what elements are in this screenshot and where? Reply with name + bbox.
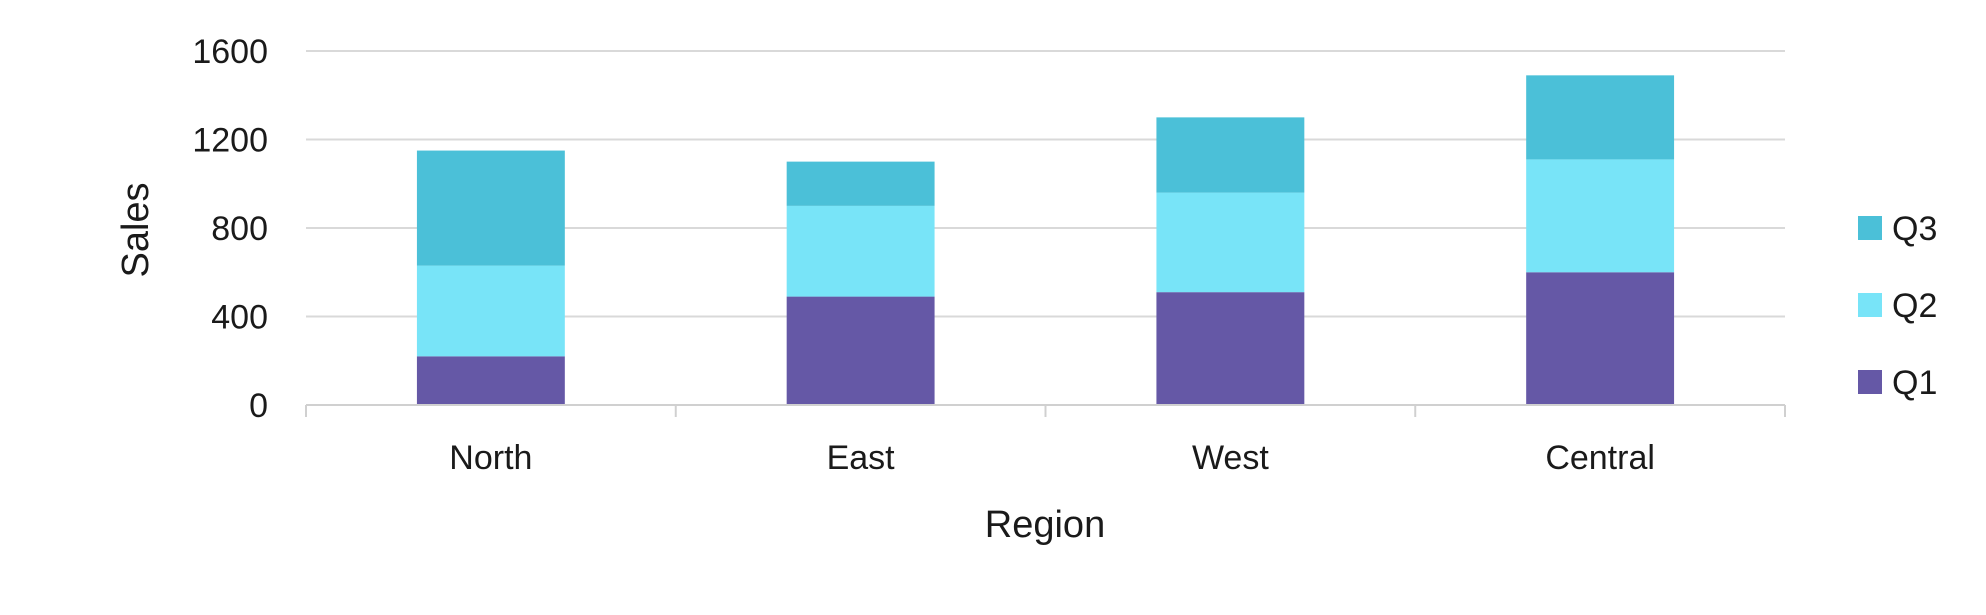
- x-tick-label: West: [1192, 439, 1269, 477]
- legend-swatch-q2: [1858, 293, 1882, 317]
- bar-q1-central: [1526, 272, 1675, 405]
- bar-q1-north: [416, 356, 565, 405]
- x-tick-label: Central: [1545, 439, 1655, 477]
- bar-q1-west: [1156, 292, 1305, 405]
- legend-swatch-q1: [1858, 370, 1882, 394]
- legend-label-q3: Q3: [1892, 210, 1937, 248]
- y-tick-label: 0: [249, 387, 268, 425]
- legend: Q3 Q2 Q1: [1858, 210, 1937, 402]
- bar-q3-east: [786, 161, 935, 206]
- legend-swatch-q3: [1858, 216, 1882, 240]
- y-axis-title: Sales: [115, 182, 157, 277]
- bar-q2-central: [1526, 159, 1675, 273]
- x-axis: [305, 404, 1786, 417]
- bar-q2-east: [786, 205, 935, 297]
- x-axis-ticks: North East West Central: [449, 439, 1655, 477]
- y-tick-label: 1200: [192, 122, 268, 160]
- y-tick-label: 1600: [192, 33, 268, 71]
- bar-q3-west: [1156, 117, 1305, 193]
- y-tick-label: 800: [211, 210, 268, 248]
- bars: [416, 75, 1675, 405]
- bar-q2-north: [416, 265, 565, 357]
- x-tick-label: East: [827, 439, 896, 477]
- legend-label-q2: Q2: [1892, 287, 1937, 325]
- y-axis-ticks: 0 400 800 1200 1600: [192, 33, 268, 425]
- y-tick-label: 400: [211, 299, 268, 337]
- bar-q3-central: [1526, 75, 1675, 160]
- bar-q1-east: [786, 296, 935, 405]
- x-axis-title: Region: [985, 504, 1105, 546]
- x-tick-label: North: [449, 439, 532, 477]
- bar-q2-west: [1156, 192, 1305, 293]
- legend-label-q1: Q1: [1892, 364, 1937, 402]
- bar-q3-north: [416, 150, 565, 266]
